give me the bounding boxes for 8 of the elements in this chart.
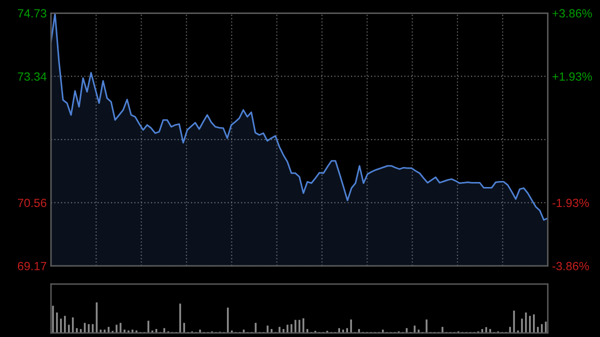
y2-tick-label: +1.93% [552,72,592,81]
y2-tick-label: -3.86% [552,262,589,270]
y2-tick-label: +3.86% [552,9,592,18]
y-tick-label: 70.56 [18,198,46,208]
y-tick-label: 74.73 [18,9,46,18]
y-tick-label: 69.17 [18,262,46,270]
y-tick-label: 73.34 [18,72,46,81]
y2-tick-label: -1.93% [552,198,589,208]
